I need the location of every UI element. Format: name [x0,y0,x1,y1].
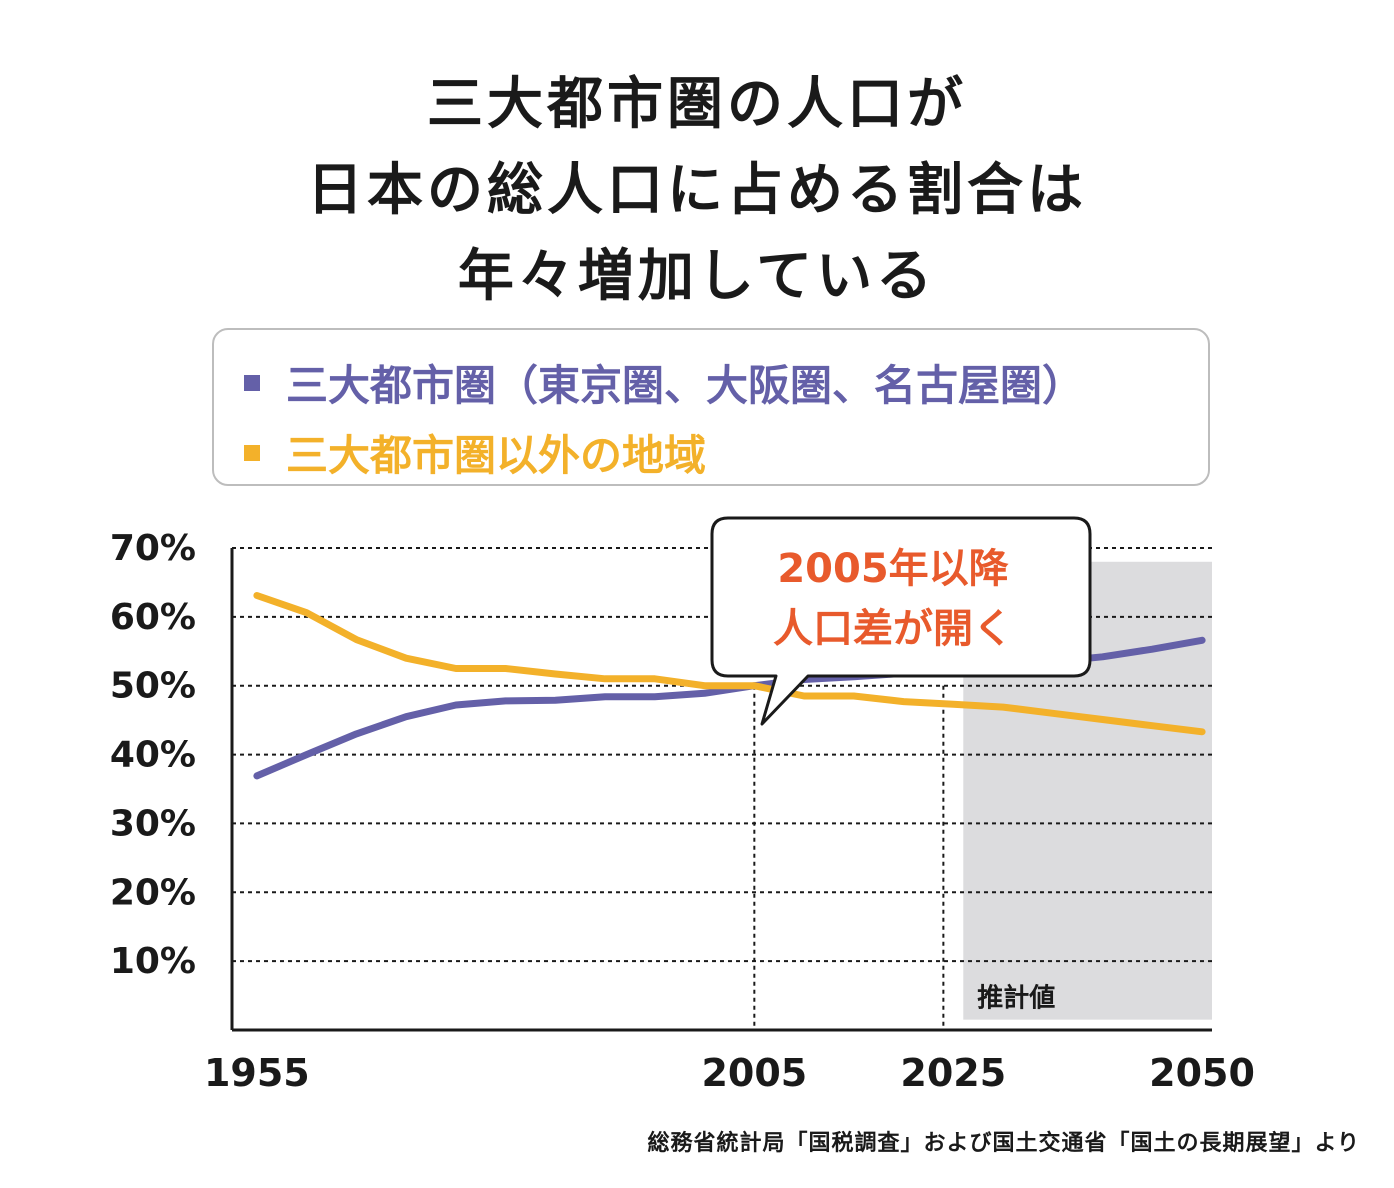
source-note: 総務省統計局「国税調査」および国土交通省「国土の長期展望」より [647,1131,1360,1156]
x-tick-label: 2005 [701,1051,807,1095]
title-line-3: 年々増加している [457,244,937,309]
y-tick-label: 10% [110,941,196,982]
legend-item-other: 三大都市圏以外の地域 [244,422,706,483]
legend-swatch-metro [244,374,260,391]
x-tick-label: 1955 [204,1051,310,1095]
legend-swatch-other [244,444,260,461]
chart-title: 三大都市圏の人口が 日本の総人口に占める割合は 年々増加している [0,62,1394,320]
legend-item-metro: 三大都市圏（東京圏、大阪圏、名古屋圏） [244,352,1084,413]
legend: 三大都市圏（東京圏、大阪圏、名古屋圏） 三大都市圏以外の地域 [212,328,1210,486]
y-tick-label: 50% [110,666,196,707]
callout-text-line: 人口差が開く [773,606,1013,652]
y-tick-label: 60% [110,597,196,638]
y-tick-label: 20% [110,872,196,913]
estimate-label: 推計値 [977,983,1055,1014]
callout-bubble [710,516,1092,726]
x-tick-label: 2025 [900,1051,1006,1095]
legend-label-other: 三大都市圏以外の地域 [286,431,707,480]
y-tick-label: 40% [110,735,196,776]
title-line-1: 三大都市圏の人口が [427,72,967,137]
y-tick-label: 30% [110,803,196,844]
title-line-2: 日本の総人口に占める割合は [307,158,1087,223]
legend-label-metro: 三大都市圏（東京圏、大阪圏、名古屋圏） [286,361,1085,410]
y-tick-label: 70% [110,528,196,569]
callout-text-line: 2005年以降 [777,546,1008,592]
x-tick-label: 2050 [1149,1051,1255,1095]
series-line-other [253,592,1206,736]
